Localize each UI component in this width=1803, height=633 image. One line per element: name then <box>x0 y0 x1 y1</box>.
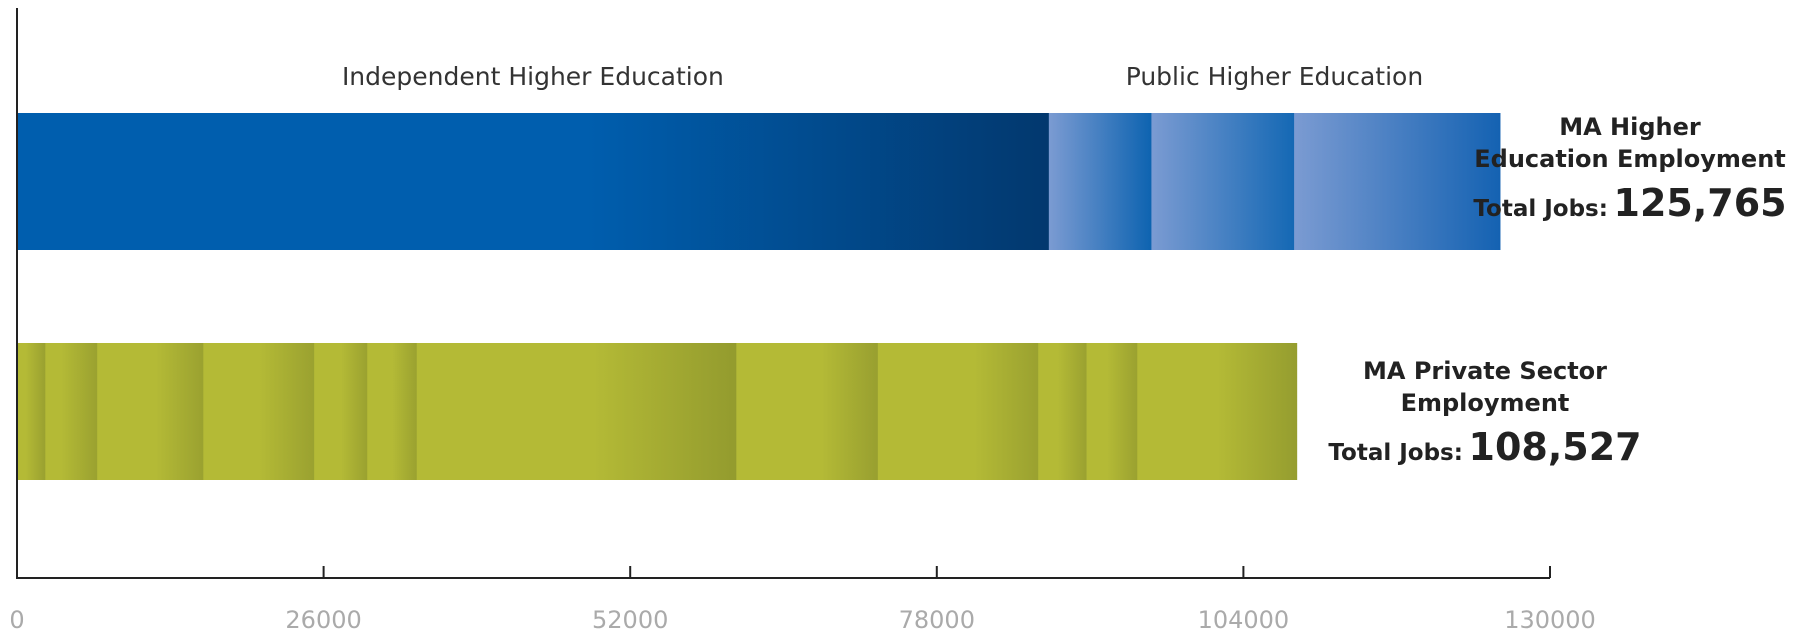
bar-segment <box>97 343 204 480</box>
x-tick-label: 104000 <box>1198 606 1290 633</box>
bar-segment <box>736 343 879 480</box>
bar-segment <box>17 113 1050 250</box>
bar-label-private-sector: MA Private Sector Employment Total Jobs:… <box>1310 355 1660 469</box>
bar-name-line: Education Employment <box>1474 145 1786 173</box>
axis-layer: 0 26000 52000 78000 104000 130000 <box>9 8 1596 633</box>
bar-label-higher-education: MA Higher Education Employment Total Job… <box>1460 111 1800 225</box>
bar-segment <box>1294 113 1501 250</box>
bar-name-line: Employment <box>1400 389 1570 417</box>
bar-segment <box>203 343 315 480</box>
bar-segment <box>1151 113 1295 250</box>
bar-segment <box>314 343 368 480</box>
x-tick-label: 52000 <box>592 606 668 633</box>
bar-name-line: MA Higher <box>1559 113 1701 141</box>
total-jobs: Total Jobs: 125,765 <box>1460 181 1800 225</box>
x-tick-label: 0 <box>9 606 24 633</box>
bar-segment <box>45 343 98 480</box>
bar-0 <box>17 113 1501 250</box>
x-tick-label: 78000 <box>899 606 975 633</box>
bar-segment <box>367 343 418 480</box>
bar-segment <box>1048 113 1152 250</box>
bar-segment <box>1137 343 1298 480</box>
x-tick-label: 130000 <box>1504 606 1596 633</box>
total-jobs-prefix: Total Jobs: <box>1328 440 1463 466</box>
group-label: Public Higher Education <box>1126 62 1423 91</box>
bar-segment <box>17 343 46 480</box>
bar-segment <box>877 343 1039 480</box>
bar-segment <box>1086 343 1138 480</box>
total-jobs-value: 125,765 <box>1613 181 1787 225</box>
total-jobs-prefix: Total Jobs: <box>1473 196 1608 222</box>
bar-name-line: MA Private Sector <box>1363 357 1607 385</box>
total-jobs: Total Jobs: 108,527 <box>1310 425 1660 469</box>
x-tick-label: 26000 <box>285 606 361 633</box>
bar-segment <box>1038 343 1087 480</box>
bar-1 <box>17 343 1298 480</box>
bars-layer <box>17 113 1501 480</box>
group-label: Independent Higher Education <box>342 62 724 91</box>
group-labels-layer: Independent Higher Education Public Highe… <box>342 62 1423 91</box>
bar-segment <box>416 343 737 480</box>
total-jobs-value: 108,527 <box>1468 425 1642 469</box>
